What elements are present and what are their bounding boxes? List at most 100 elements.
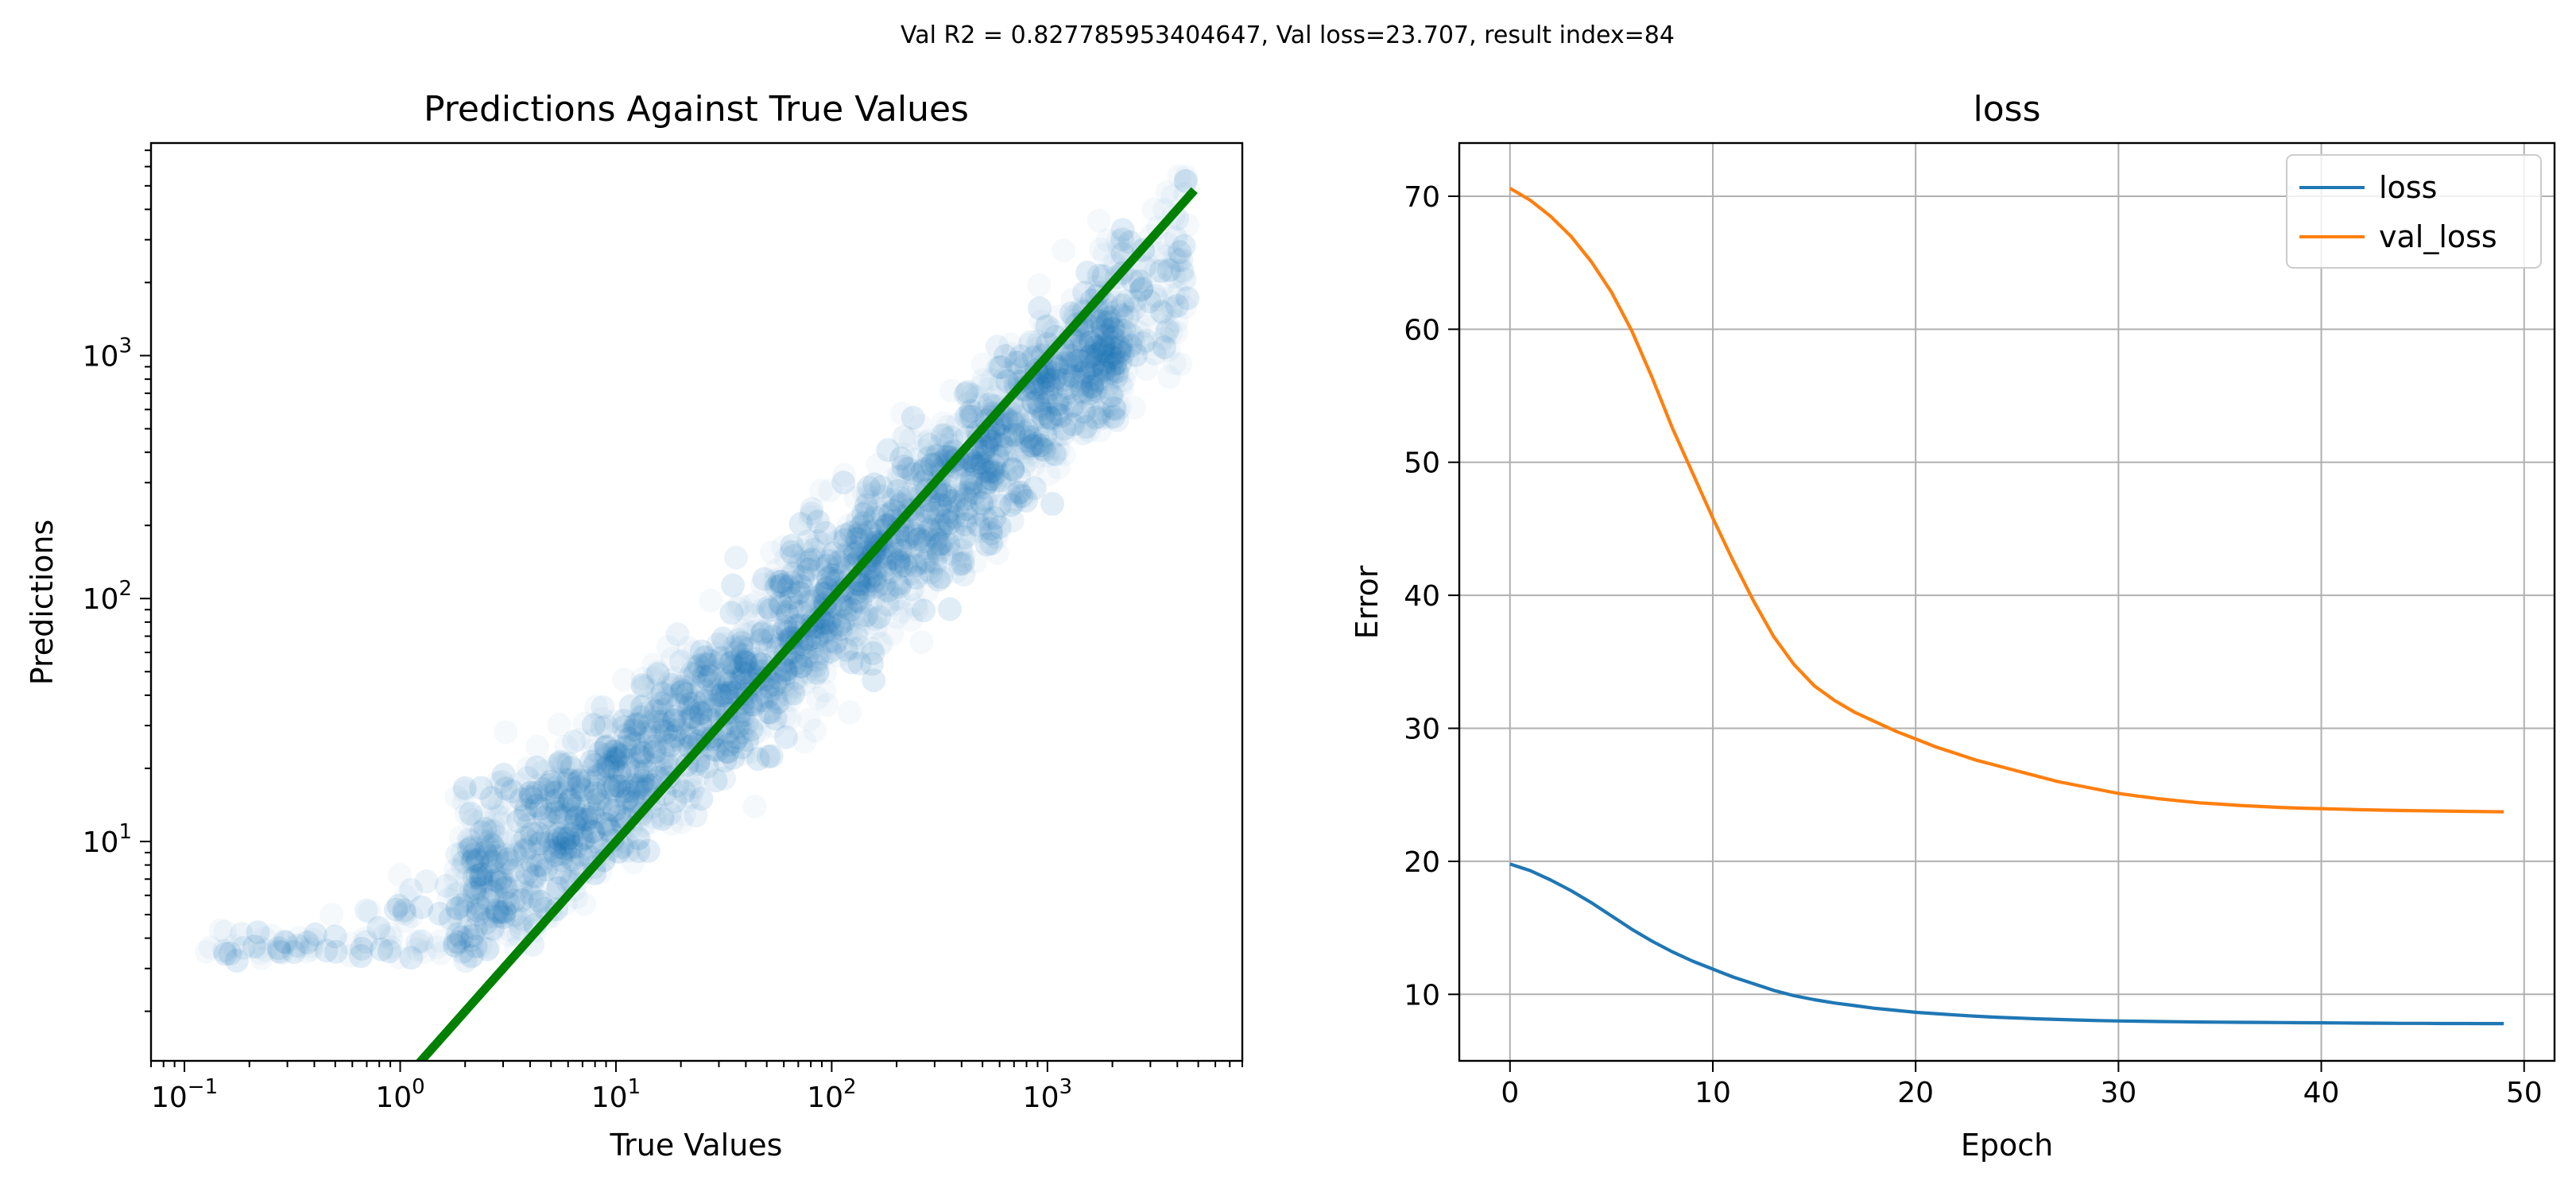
scatter-point: [1154, 320, 1179, 345]
scatter-point: [984, 447, 1009, 472]
scatter-point: [438, 907, 463, 932]
scatter-point: [813, 520, 838, 545]
scatter-point: [641, 652, 666, 677]
scatter-point: [452, 849, 477, 874]
scatter-point: [584, 695, 609, 719]
scatter-point: [473, 840, 498, 865]
scatter-point: [547, 850, 571, 875]
scatter-point: [926, 538, 951, 563]
scatter-point: [651, 803, 676, 828]
scatter-point: [693, 679, 718, 703]
scatter-point: [1134, 314, 1159, 339]
scatter-point: [715, 668, 738, 693]
scatter-point: [809, 646, 834, 671]
scatter-point: [1134, 357, 1159, 381]
scatter-point: [452, 779, 477, 803]
scatter-point: [715, 740, 740, 764]
scatter-point: [635, 773, 660, 798]
scatter-point: [905, 513, 928, 537]
scatter-point: [678, 698, 703, 722]
scatter-point: [488, 804, 513, 829]
scatter-point: [516, 756, 540, 780]
scatter-point: [710, 683, 734, 708]
legend-label-loss: loss: [2379, 170, 2437, 205]
scatter-point: [1037, 366, 1062, 390]
scatter-point: [933, 423, 958, 447]
scatter-point: [795, 637, 819, 661]
scatter-point: [1108, 317, 1132, 342]
scatter-point: [734, 648, 759, 672]
scatter-point: [617, 734, 641, 759]
scatter-point: [246, 920, 270, 945]
scatter-point: [784, 650, 808, 675]
scatter-point: [626, 759, 650, 784]
scatter-point: [1101, 404, 1125, 429]
scatter-point: [695, 754, 719, 779]
scatter-point: [963, 476, 987, 501]
scatter-point: [366, 915, 391, 940]
scatter-point: [483, 868, 508, 892]
scatter-point: [377, 939, 401, 964]
scatter-point: [1066, 364, 1090, 389]
scatter-point: [639, 718, 664, 743]
scatter-point: [630, 673, 655, 698]
scatter-point: [526, 888, 551, 913]
scatter-point: [1079, 343, 1103, 368]
scatter-chart: Predictions Against True Values 10−1 100 1…: [25, 89, 1244, 1163]
scatter-point: [1087, 401, 1111, 425]
scatter-point: [846, 526, 871, 551]
scatter-point: [580, 819, 605, 844]
scatter-point: [997, 437, 1021, 462]
scatter-point: [779, 540, 804, 564]
scatter-point: [805, 625, 830, 649]
scatter-point: [758, 634, 783, 658]
scatter-point: [935, 427, 959, 451]
scatter-point: [921, 517, 946, 542]
scatter-point: [839, 520, 863, 545]
scatter-point: [1105, 346, 1129, 370]
scatter-point: [688, 701, 713, 726]
scatter-point: [580, 801, 605, 826]
scatter-point: [617, 726, 641, 751]
scatter-point: [1102, 397, 1127, 421]
scatter-point: [887, 465, 912, 490]
scatter-point: [893, 537, 918, 562]
scatter-point: [913, 431, 938, 455]
scatter-point: [846, 617, 870, 641]
scatter-point: [487, 868, 512, 892]
scatter-point: [1038, 406, 1063, 431]
scatter-point: [537, 772, 562, 797]
scatter-point: [959, 474, 983, 498]
scatter-point: [455, 888, 480, 913]
scatter-point: [931, 411, 955, 435]
scatter-point: [1009, 344, 1033, 369]
scatter-point: [552, 831, 576, 856]
scatter-point: [1044, 402, 1069, 426]
scatter-point: [1067, 338, 1091, 362]
scatter-point: [567, 774, 591, 799]
scatter-point: [765, 575, 789, 599]
scatter-point: [480, 833, 505, 857]
scatter-point: [786, 564, 811, 589]
scatter-point: [564, 854, 587, 879]
scatter-point: [694, 652, 719, 676]
scatter-point: [529, 864, 554, 888]
scatter-point: [695, 645, 719, 670]
scatter-point: [494, 793, 518, 818]
scatter-point: [1005, 350, 1030, 375]
scatter-point: [459, 801, 483, 826]
scatter-y-label: Predictions: [25, 520, 60, 686]
scatter-point: [788, 594, 812, 618]
scatter-point: [855, 484, 880, 509]
scatter-point: [956, 404, 981, 429]
loss-y-label: Error: [1350, 565, 1385, 639]
scatter-point: [453, 900, 478, 924]
scatter-point: [796, 707, 821, 732]
scatter-point: [916, 523, 941, 548]
scatter-point: [993, 366, 1017, 391]
scatter-point: [779, 586, 804, 610]
scatter-point: [831, 470, 856, 495]
scatter-point: [517, 834, 541, 859]
